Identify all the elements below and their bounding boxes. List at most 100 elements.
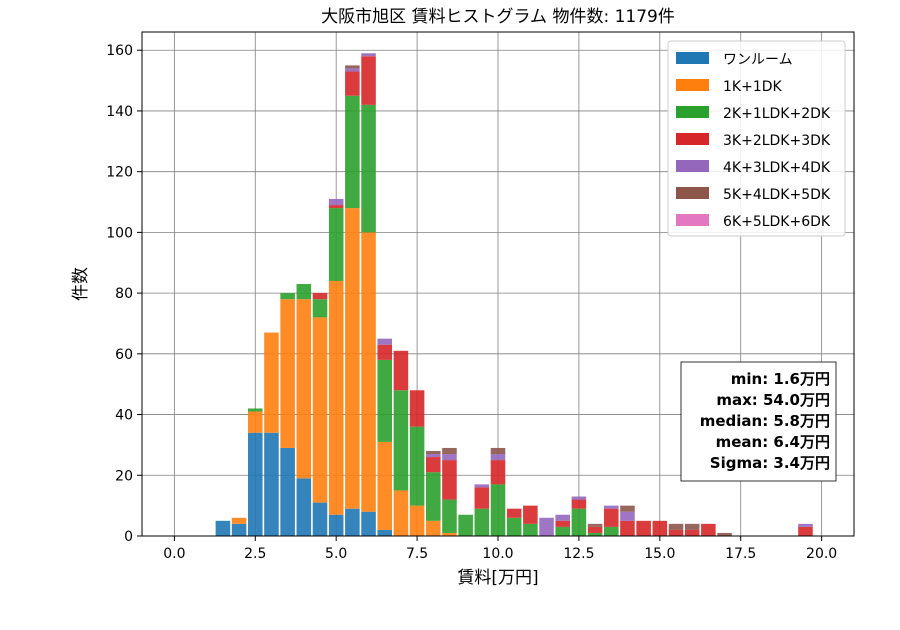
- legend-label: 2K+1LDK+2DK: [723, 106, 831, 122]
- legend-swatch: [676, 133, 709, 145]
- bar-segment-series-3: [458, 514, 473, 536]
- bar-segment-series-5: [490, 454, 506, 461]
- legend-label: 1K+1DK: [723, 79, 783, 95]
- bar-segment-series-4: [523, 505, 538, 524]
- bar-segment-series-6: [425, 450, 441, 455]
- bar-segment-series-5: [555, 514, 571, 521]
- stats-frame: [680, 361, 837, 482]
- x-tick-label: 17.5: [725, 546, 756, 562]
- stats-line: median: 5.8万円: [700, 412, 830, 430]
- y-tick-label: 100: [106, 225, 133, 241]
- legend-swatch: [676, 187, 709, 199]
- bar-segment-series-3: [425, 472, 441, 521]
- bar-segment-series-4: [636, 520, 651, 536]
- legend-swatch: [676, 214, 709, 226]
- bar-segment-series-3: [506, 517, 522, 536]
- bar-segment-series-4: [571, 499, 587, 509]
- x-tick-label: 20.0: [806, 546, 837, 562]
- stats-box: min: 1.6万円 max: 54.0万円 median: 5.8万円 mean: …: [680, 361, 837, 482]
- legend-box: [667, 40, 846, 237]
- bar-segment-series-5: [603, 505, 619, 509]
- axis-ticks: 0.0 2.5 5.0 7.5 10.0 12.5 15.0 17.5 20.0 0 20 40 60 8…: [106, 43, 837, 562]
- bar-segment-series-4: [506, 508, 522, 518]
- bar-segment-series-3: [571, 508, 587, 536]
- stats-line: mean: 6.4万円: [716, 433, 830, 451]
- bar-segment-series-5: [377, 338, 393, 345]
- bar-segment-series-2: [264, 332, 279, 433]
- bar-segment-series-4: [312, 293, 328, 300]
- bar-segment-series-3: [474, 508, 490, 536]
- bar-segment-series-3: [361, 104, 376, 233]
- bar-segment-series-2: [296, 299, 312, 479]
- legend-label: ワンルーム: [723, 52, 793, 68]
- bar-segment-series-6: [684, 523, 700, 530]
- bar-segment-series-4: [652, 520, 668, 536]
- bar-segment-series-4: [701, 523, 716, 536]
- bar-segment-series-2: [312, 317, 328, 503]
- bar-segment-series-3: [312, 299, 328, 318]
- bar-segment-series-2: [280, 299, 295, 448]
- bar-segment-series-1: [280, 447, 295, 536]
- bar-segment-series-1: [377, 529, 393, 536]
- bar-segment-series-5: [571, 496, 587, 500]
- bar-segment-series-2: [328, 280, 344, 515]
- bar-segment-series-4: [361, 56, 376, 105]
- bar-segment-series-5: [539, 517, 554, 536]
- bar-segment-series-4: [377, 344, 393, 360]
- bar-segment-series-3: [409, 426, 425, 506]
- bar-segment-series-3: [587, 532, 603, 536]
- bar-segment-series-6: [345, 65, 360, 69]
- bar-segment-series-4: [603, 508, 619, 527]
- bar-segment-series-5: [361, 53, 376, 57]
- stats-line: max: 54.0万円: [716, 391, 830, 409]
- bar-segment-series-5: [620, 511, 635, 521]
- x-tick-label: 0.0: [163, 546, 185, 562]
- bar-segment-series-2: [345, 208, 360, 509]
- bar-segment-series-5: [442, 454, 457, 461]
- bar-segment-series-6: [717, 532, 732, 536]
- bar-segment-series-3: [393, 390, 409, 491]
- bar-segment-series-1: [231, 523, 247, 536]
- x-tick-label: 2.5: [244, 546, 266, 562]
- bar-segment-series-4: [345, 71, 360, 96]
- bar-segment-series-2: [377, 441, 393, 530]
- y-axis-title: 件数: [71, 267, 91, 301]
- bar-segment-series-4: [587, 526, 603, 533]
- y-tick-label: 160: [106, 43, 133, 59]
- bar-segment-series-2: [231, 517, 247, 524]
- y-tick-label: 80: [115, 286, 133, 302]
- bar-segment-series-3: [296, 284, 312, 300]
- bar-segment-series-1: [296, 478, 312, 536]
- bar-segment-series-4: [425, 457, 441, 473]
- bar-segment-series-4: [620, 520, 635, 536]
- bar-segment-series-3: [280, 293, 295, 300]
- legend-swatch: [676, 160, 709, 172]
- bar-segment-series-4: [409, 390, 425, 427]
- y-tick-label: 120: [106, 165, 133, 181]
- bar-segment-series-2: [425, 520, 441, 536]
- y-tick-label: 140: [106, 104, 133, 120]
- bar-segment-series-1: [328, 514, 344, 536]
- y-tick-label: 60: [115, 347, 133, 363]
- bars: [215, 53, 813, 536]
- bar-segment-series-3: [490, 484, 506, 536]
- bar-segment-series-4: [684, 529, 700, 536]
- chart-title: 大阪市旭区 賃料ヒストグラム 物件数: 1179件: [321, 7, 675, 27]
- bar-segment-series-1: [345, 508, 360, 536]
- bar-segment-series-5: [328, 198, 344, 206]
- y-tick-label: 20: [115, 468, 133, 484]
- x-tick-label: 7.5: [406, 546, 428, 562]
- y-tick-label: 40: [115, 408, 133, 424]
- x-axis-title: 賃料[万円]: [457, 568, 538, 588]
- bar-segment-series-4: [328, 205, 344, 209]
- bar-segment-series-2: [409, 505, 425, 536]
- legend-swatch: [676, 106, 709, 118]
- x-tick-label: 12.5: [563, 546, 594, 562]
- bar-segment-series-1: [247, 432, 263, 536]
- bar-segment-series-6: [668, 523, 684, 530]
- bar-segment-series-3: [345, 95, 360, 209]
- bar-segment-series-4: [474, 487, 490, 509]
- x-tick-label: 15.0: [644, 546, 675, 562]
- legend-swatch: [676, 52, 709, 64]
